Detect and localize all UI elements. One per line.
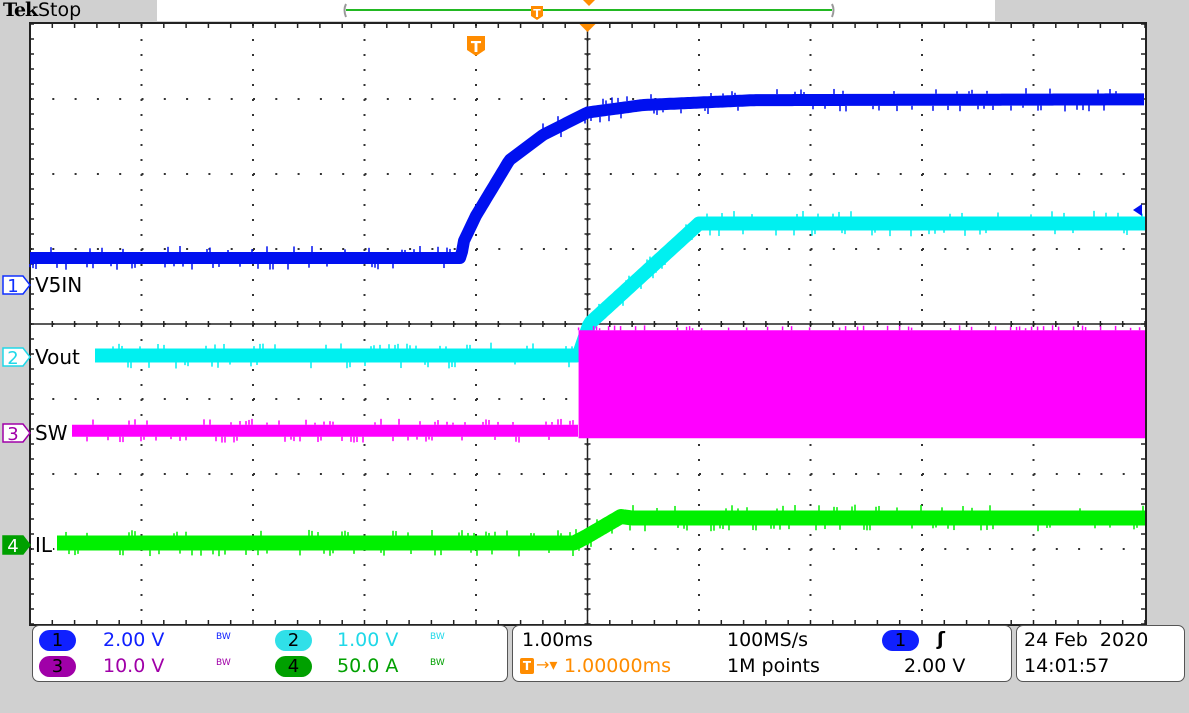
trigger-position-icon: T [531,6,543,20]
ch3-ground-marker[interactable]: 3 [2,423,31,445]
expansion-point-icon [579,24,596,32]
trace-sw [68,325,1145,443]
trace-il [51,504,1151,557]
datetime-readout: 24 Feb 2020 14:01:57 [1016,625,1185,682]
trigger-level-icon [1133,204,1142,216]
trace-band [90,216,1150,363]
traces [26,88,1151,557]
horizontal-delay[interactable]: 1.00000ms [564,655,671,677]
ch1-ground-marker[interactable]: 1 [2,275,31,297]
ch2-bw-limit: BW [430,632,445,642]
record-view[interactable]: T [0,0,1189,30]
ch1-scale[interactable]: 2.00 V [103,629,165,651]
svg-text:2: 2 [7,348,18,369]
svg-text:3: 3 [7,424,18,445]
svg-text:4: 4 [7,536,18,557]
acquisition-status: Stop [38,0,82,21]
trigger-delay-icon: T [520,658,534,674]
date: 24 Feb 2020 [1024,629,1149,651]
trace-band [26,93,1148,264]
trace-band [51,509,1151,551]
time: 14:01:57 [1024,655,1110,677]
ch1-bw-limit: BW [216,632,231,642]
delay-arrow-icon: →▾ [536,655,558,674]
brand-logo: Tek [3,0,38,21]
ch3-scale[interactable]: 10.0 V [103,655,165,677]
trigger-position-icon: T [467,36,485,56]
ch2-badge[interactable]: 2 [275,630,312,651]
ch2-ground-marker[interactable]: 2 [2,347,31,369]
ch4-scale[interactable]: 50.0 A [337,655,399,677]
ch3-bw-limit: BW [216,658,231,668]
svg-text:T: T [533,7,541,20]
ch4-bw-limit: BW [430,658,445,668]
ch1-badge[interactable]: 1 [39,630,76,651]
svg-text:T: T [471,38,482,56]
channel-readout: 1 2.00 V BW 2 1.00 V BW 3 10.0 V BW 4 50… [32,625,508,682]
trace-vout [90,210,1150,369]
ch3-label: SW [35,421,69,445]
trigger-level[interactable]: 2.00 V [904,655,966,677]
trace-v5in [26,88,1148,270]
ch4-label: IL [35,533,54,557]
time-per-div[interactable]: 1.00ms [522,629,593,651]
ch2-label: Vout [35,345,81,369]
svg-text:1: 1 [7,276,18,297]
trigger-source-badge[interactable]: 1 [882,630,919,651]
ch1-label: V5IN [35,273,84,297]
switching-envelope [578,330,1145,439]
record-length: 1M points [727,655,820,677]
sample-rate: 100MS/s [727,629,809,651]
ch2-scale[interactable]: 1.00 V [337,629,399,651]
ch4-ground-marker[interactable]: 4 [2,535,31,557]
rising-edge-icon[interactable]: ʃ [937,628,945,650]
expansion-point-icon [583,0,595,6]
timebase-readout: 1.00ms T →▾ 1.00000ms 100MS/s 1M points … [512,625,1012,682]
ch4-badge[interactable]: 4 [275,656,312,677]
markers: 1 2 3 4 T [2,24,1142,557]
ch3-badge[interactable]: 3 [39,656,76,677]
